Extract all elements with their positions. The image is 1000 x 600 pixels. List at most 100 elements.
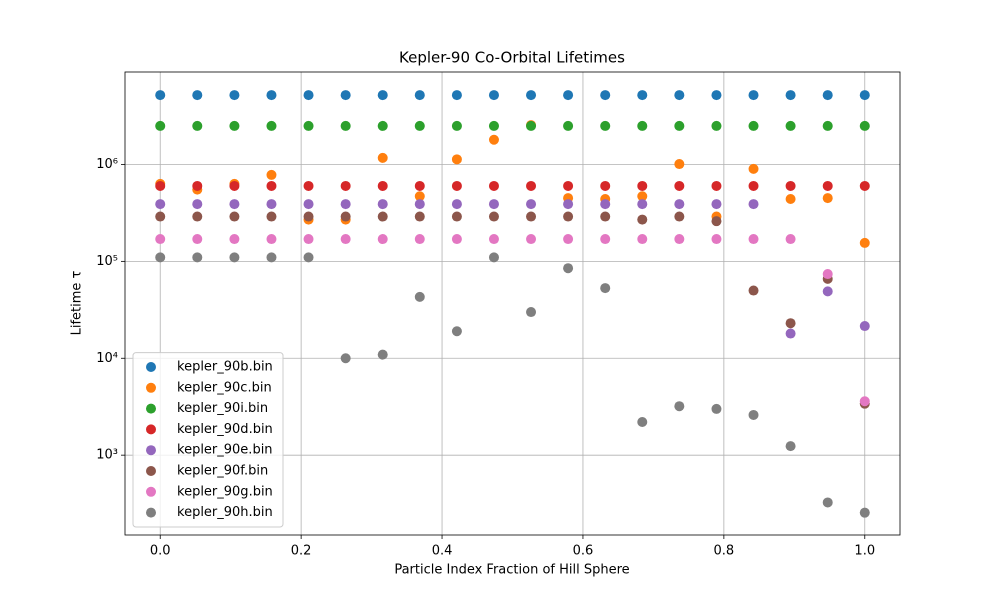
point — [526, 211, 537, 222]
point — [822, 120, 833, 131]
point — [859, 396, 870, 407]
point — [451, 120, 462, 131]
x-axis-label: Particle Index Fraction of Hill Sphere — [394, 563, 629, 578]
point — [674, 180, 685, 191]
legend-marker — [146, 403, 156, 414]
point — [192, 252, 203, 263]
point — [340, 199, 351, 210]
x-tick-label: 0.2 — [291, 544, 312, 559]
point — [563, 120, 574, 131]
point — [637, 234, 648, 245]
point — [340, 120, 351, 131]
legend-marker — [146, 362, 156, 372]
x-tick-label: 0.8 — [714, 544, 735, 559]
point — [377, 120, 388, 131]
point — [563, 211, 574, 222]
point — [340, 211, 351, 222]
point — [563, 180, 574, 191]
y-tick-label: 10³ — [96, 448, 118, 463]
y-tick-label: 10⁵ — [96, 254, 118, 269]
point — [488, 180, 499, 191]
point — [748, 234, 759, 245]
point — [229, 199, 240, 210]
point — [377, 211, 388, 222]
point — [600, 234, 611, 245]
point — [785, 90, 796, 101]
point — [859, 321, 870, 332]
point — [451, 234, 462, 245]
point — [303, 234, 314, 245]
point — [414, 120, 425, 131]
point — [266, 90, 277, 101]
point — [340, 353, 351, 364]
point — [340, 90, 351, 101]
point — [451, 154, 462, 165]
point — [266, 211, 277, 222]
point — [711, 234, 722, 245]
point — [155, 234, 166, 245]
point — [451, 199, 462, 210]
point — [192, 234, 203, 245]
point — [377, 180, 388, 191]
chart-title: Kepler-90 Co-Orbital Lifetimes — [399, 49, 625, 67]
point — [303, 90, 314, 101]
point — [785, 441, 796, 452]
legend-marker — [146, 486, 156, 497]
point — [377, 349, 388, 360]
point — [674, 199, 685, 210]
point — [600, 211, 611, 222]
point — [785, 234, 796, 245]
point — [192, 120, 203, 131]
point — [600, 90, 611, 101]
point — [822, 90, 833, 101]
point — [192, 211, 203, 222]
point — [600, 120, 611, 131]
point — [414, 291, 425, 302]
point — [600, 199, 611, 210]
point — [637, 180, 648, 191]
point — [229, 120, 240, 131]
legend-label: kepler_90e.bin — [177, 443, 273, 458]
legend-marker — [146, 424, 156, 435]
legend-label: kepler_90g.bin — [177, 484, 273, 499]
point — [192, 90, 203, 101]
point — [266, 180, 277, 191]
point — [637, 90, 648, 101]
point — [266, 120, 277, 131]
point — [711, 216, 722, 227]
y-axis-label: Lifetime τ — [70, 270, 85, 335]
point — [303, 211, 314, 222]
x-tick-label: 0.0 — [150, 544, 171, 559]
point — [488, 199, 499, 210]
point — [822, 193, 833, 204]
point — [488, 134, 499, 145]
point — [748, 180, 759, 191]
point — [674, 234, 685, 245]
point — [674, 211, 685, 222]
legend-label: kepler_90b.bin — [177, 360, 273, 375]
point — [859, 90, 870, 101]
point — [266, 169, 277, 180]
point — [414, 90, 425, 101]
point — [637, 199, 648, 210]
point — [785, 180, 796, 191]
x-tick-label: 1.0 — [854, 544, 875, 559]
y-tick-label: 10⁴ — [96, 351, 118, 366]
point — [526, 120, 537, 131]
point — [488, 234, 499, 245]
point — [637, 416, 648, 427]
point — [785, 318, 796, 329]
point — [822, 269, 833, 280]
point — [637, 214, 648, 225]
point — [711, 199, 722, 210]
point — [414, 199, 425, 210]
point — [488, 120, 499, 131]
point — [711, 403, 722, 414]
point — [229, 252, 240, 263]
legend-marker — [146, 382, 156, 393]
point — [155, 120, 166, 131]
point — [155, 180, 166, 191]
point — [155, 252, 166, 263]
point — [563, 234, 574, 245]
x-tick-label: 0.4 — [432, 544, 453, 559]
